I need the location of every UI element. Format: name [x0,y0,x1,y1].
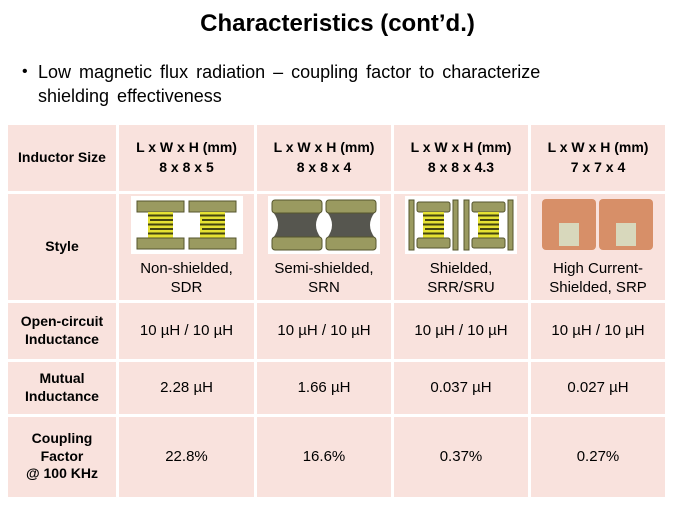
row-label-coupling: Coupling Factor @ 100 KHz [8,416,116,497]
row-label-mutual: Mutual Inductance [8,361,116,414]
row-label-style: Style [8,193,116,300]
style-cell-srp: High Current- Shielded, SRP [531,193,665,300]
open-circuit-value-4: 10 µH / 10 µH [531,302,665,359]
inductor-image-semi-shielded-srn-icon [268,195,380,254]
mutual-value-2: 1.66 µH [257,361,391,414]
column-header-3: L x W x H (mm) 8 x 8 x 4.3 [394,124,528,191]
coupling-value-2: 16.6% [257,416,391,497]
mutual-value-1: 2.28 µH [119,361,254,414]
mutual-value-3: 0.037 µH [394,361,528,414]
open-circuit-value-2: 10 µH / 10 µH [257,302,391,359]
table-row-coupling-factor: Coupling Factor @ 100 KHz 22.8% 16.6% 0.… [8,416,665,497]
table-row-open-circuit-inductance: Open-circuit Inductance 10 µH / 10 µH 10… [8,302,665,359]
style-label-srn: Semi-shielded, SRN [274,259,374,297]
inductor-image-shielded-srr-sru-icon [405,195,517,254]
style-label-srp: High Current- Shielded, SRP [549,259,647,297]
coupling-value-3: 0.37% [394,416,528,497]
table-row-mutual-inductance: Mutual Inductance 2.28 µH 1.66 µH 0.037 … [8,361,665,414]
coupling-value-4: 0.27% [531,416,665,497]
corner-cell-inductor-size: Inductor Size [8,124,116,191]
style-cell-sdr: Non-shielded, SDR [119,193,254,300]
style-label-sdr: Non-shielded, SDR [140,259,233,297]
inductor-image-high-current-srp-icon [542,198,653,250]
table-row-header: Inductor Size L x W x H (mm) 8 x 8 x 5 L… [8,124,665,191]
column-header-2: L x W x H (mm) 8 x 8 x 4 [257,124,391,191]
open-circuit-value-3: 10 µH / 10 µH [394,302,528,359]
inductor-image-non-shielded-sdr-icon [130,195,243,254]
column-header-1: L x W x H (mm) 8 x 8 x 5 [119,124,254,191]
column-header-4: L x W x H (mm) 7 x 7 x 4 [531,124,665,191]
characteristics-table: Inductor Size L x W x H (mm) 8 x 8 x 5 L… [5,122,668,500]
coupling-value-1: 22.8% [119,416,254,497]
slide-title: Characteristics (cont’d.) [200,10,475,37]
style-label-srr-sru: Shielded, SRR/SRU [427,259,495,297]
style-cell-srn: Semi-shielded, SRN [257,193,391,300]
bullet-text: Low magnetic flux radiation – coupling f… [38,62,541,107]
bullet-marker: • [22,63,28,80]
mutual-value-4: 0.027 µH [531,361,665,414]
open-circuit-value-1: 10 µH / 10 µH [119,302,254,359]
style-cell-srr-sru: Shielded, SRR/SRU [394,193,528,300]
row-label-open-circuit: Open-circuit Inductance [8,302,116,359]
table-row-style: Style [8,193,665,300]
bullet-item: • Low magnetic flux radiation – coupling… [22,60,607,109]
